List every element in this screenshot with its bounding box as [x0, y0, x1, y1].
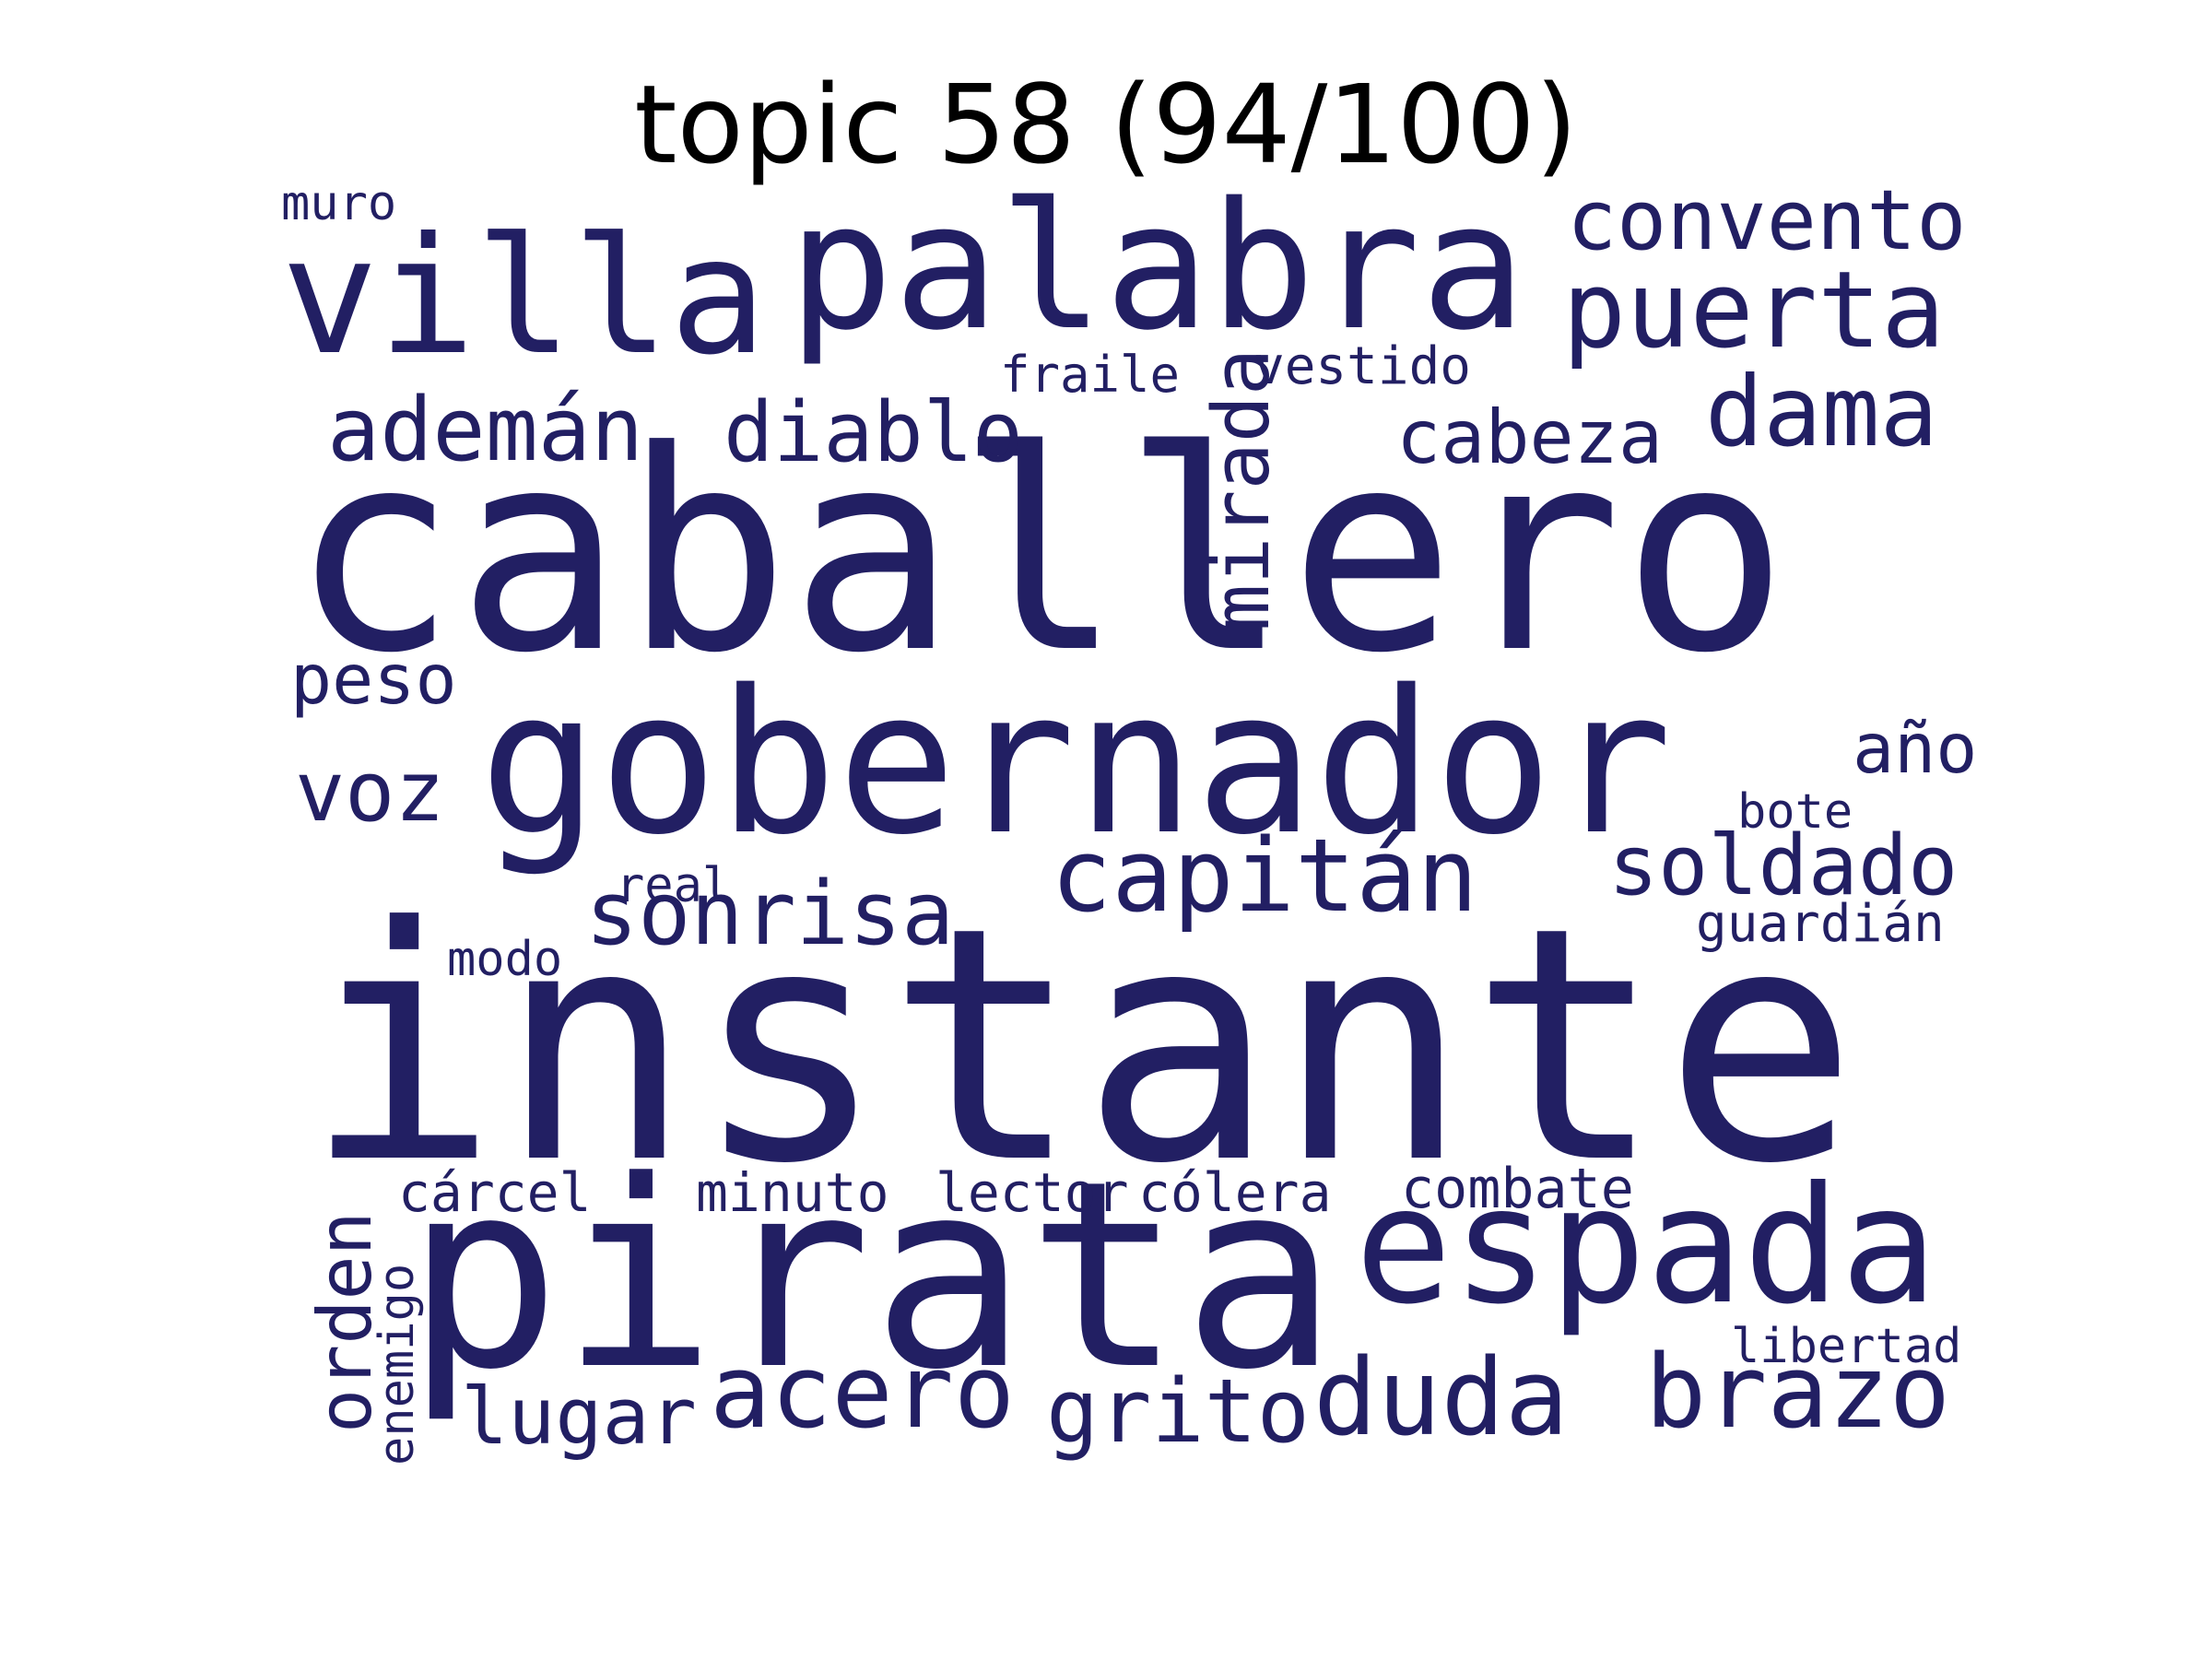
word-guardian: guardián: [1696, 894, 1945, 954]
word-palabra: palabra: [788, 165, 1526, 369]
word-instante: instante: [304, 858, 1858, 1234]
word-pirata: pirata: [406, 1126, 1338, 1427]
word-villa: villa: [281, 204, 767, 391]
word-diablo: diablo: [724, 384, 1024, 481]
word-dama: dama: [1705, 356, 1938, 468]
word-peso: peso: [290, 639, 457, 720]
word-espada: espada: [1355, 1153, 1938, 1340]
word-caballero: caballero: [290, 392, 1789, 713]
word-convento: convento: [1567, 172, 1967, 269]
word-brazo: brazo: [1645, 1333, 1951, 1451]
figure-title: topic 58 (94/100): [634, 61, 1578, 188]
word-ademan: ademán: [327, 380, 644, 481]
word-capitan: capitán: [1051, 817, 1478, 935]
word-colera: cólera: [1138, 1161, 1332, 1224]
word-minuto: minuto: [696, 1161, 889, 1224]
word-lugar: lugar: [461, 1371, 697, 1463]
word-combate: combate: [1401, 1157, 1634, 1221]
word-enemigo: enemigo: [370, 1263, 425, 1465]
word-muro: muro: [281, 176, 397, 231]
word-lector: lector: [935, 1161, 1129, 1224]
word-acero: acero: [710, 1333, 1016, 1451]
word-grito: grito: [1046, 1361, 1310, 1463]
word-duda: duda: [1313, 1336, 1569, 1460]
word-libertad: libertad: [1731, 1319, 1962, 1374]
word-bote: bote: [1737, 784, 1853, 840]
word-vestido: vestido: [1253, 336, 1472, 396]
word-voz: voz: [295, 744, 445, 841]
word-cabeza: cabeza: [1396, 394, 1663, 480]
word-carcel: cárcel: [398, 1161, 592, 1224]
word-real: real: [616, 858, 732, 913]
word-ano: año: [1853, 708, 1978, 789]
word-gobernador: gobernador: [479, 647, 1673, 878]
word-sonrisa: sonrisa: [585, 864, 955, 965]
word-puerta: puerta: [1562, 249, 1946, 372]
word-modo: modo: [447, 932, 563, 987]
word-soldado: soldado: [1608, 818, 1959, 914]
word-fraile: fraile: [1000, 346, 1181, 404]
